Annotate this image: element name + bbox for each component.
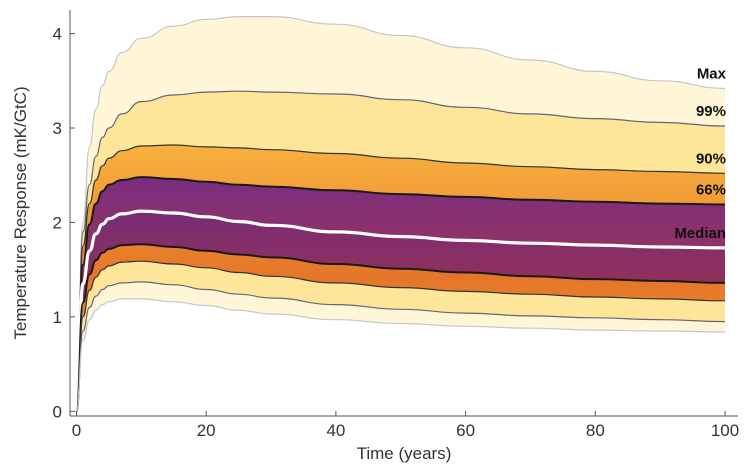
percentile-band-1: [76, 91, 725, 412]
x-tick-label: 100: [711, 421, 739, 440]
series-line-66pct: [75, 176, 726, 413]
percentile-band-6: [76, 261, 725, 412]
percentile-band-7: [76, 281, 725, 412]
x-tick-label: 80: [586, 421, 605, 440]
y-tick-label: 1: [53, 308, 62, 327]
y-axis-title: Temperature Response (mK/GtC): [11, 86, 30, 339]
percentile-band-0: [76, 16, 725, 412]
series-line-lower-8: [75, 298, 726, 412]
central-glow-band: [76, 145, 725, 412]
series-line-lower-6: [75, 260, 726, 412]
y-tick-label: 0: [53, 402, 62, 421]
x-tick-label: 40: [326, 421, 345, 440]
series-line-lower-5: [75, 243, 726, 413]
x-axis-title: Time (years): [357, 444, 452, 463]
y-tick-label: 4: [53, 25, 62, 44]
series-line-99pct: [75, 90, 726, 412]
x-tick-label: 20: [197, 421, 216, 440]
line-label-median: Median: [674, 225, 726, 242]
line-label-90pct: 90%: [696, 150, 726, 167]
series-line-median: [74, 209, 726, 413]
axes: [69, 10, 738, 417]
series-line-lower-7: [75, 281, 726, 412]
series-line-90pct: [75, 144, 726, 412]
tick-labels: 0 20 40 60 80 100 0 1 2 3 4: [53, 25, 740, 440]
percentile-bands: [76, 16, 725, 412]
percentile-lines: [74, 16, 726, 413]
series-line-max: [75, 16, 726, 412]
line-labels: Max 99% 90% 66% Median: [674, 65, 726, 242]
y-tick-label: 2: [53, 213, 62, 232]
line-label-99pct: 99%: [696, 103, 726, 120]
x-tick-label: 0: [72, 421, 81, 440]
y-tick-label: 3: [53, 119, 62, 138]
x-tick-label: 60: [456, 421, 475, 440]
line-label-max: Max: [697, 65, 727, 82]
line-label-66pct: 66%: [696, 182, 726, 199]
